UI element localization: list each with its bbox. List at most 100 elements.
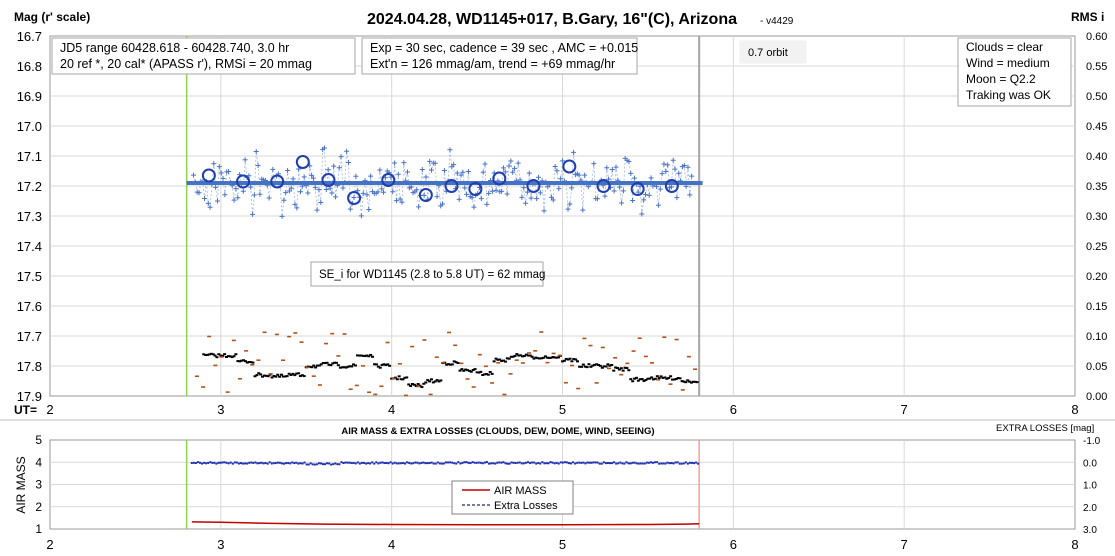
bottom-y2-tick-label: 0.0 <box>1083 458 1097 469</box>
raw-point <box>484 201 490 207</box>
rms-raw-point <box>570 364 575 367</box>
extra-loss-point <box>225 461 228 464</box>
extra-loss-point <box>498 461 501 464</box>
raw-point <box>486 190 492 196</box>
extra-loss-point <box>526 461 529 464</box>
rms-point <box>264 374 268 377</box>
extra-loss-point <box>387 462 390 465</box>
raw-point <box>321 145 327 151</box>
y-tick-label: 16.9 <box>17 89 42 104</box>
extra-loss-point <box>576 461 579 464</box>
extra-loss-point <box>395 462 398 465</box>
rms-raw-point <box>619 373 624 376</box>
rms-point <box>232 355 236 358</box>
raw-point <box>554 168 560 174</box>
extra-loss-point <box>416 461 419 464</box>
rms-point <box>579 365 583 368</box>
rms-point <box>435 379 439 382</box>
extra-loss-point <box>619 461 622 464</box>
rms-raw-point <box>594 382 599 384</box>
raw-point <box>301 174 307 180</box>
extra-loss-point <box>557 462 560 465</box>
rms-raw-point <box>354 384 359 387</box>
y-tick-label: 17.8 <box>17 359 42 374</box>
raw-point <box>655 202 661 208</box>
rms-point <box>652 378 656 381</box>
rms-point <box>361 354 365 357</box>
binned-point <box>596 179 611 193</box>
y2-tick-label: 0.40 <box>1086 151 1107 163</box>
extra-loss-point <box>514 462 517 465</box>
raw-point <box>318 200 324 206</box>
rms-point <box>581 363 585 366</box>
rms-raw-point <box>582 337 587 340</box>
extra-loss-point <box>213 461 216 464</box>
extra-loss-point <box>658 462 661 465</box>
extra-loss-point <box>512 461 515 464</box>
rms-point <box>234 353 238 356</box>
rms-point <box>382 363 386 366</box>
extra-loss-point <box>348 461 351 464</box>
extra-loss-point <box>606 462 609 465</box>
raw-point <box>191 172 196 178</box>
extra-loss-point <box>313 463 316 466</box>
raw-point <box>288 185 294 191</box>
y2-axis-title: RMS i <box>1071 10 1104 24</box>
extra-loss-point <box>582 461 585 464</box>
bottom-x-tick-label: 7 <box>901 537 908 552</box>
extra-loss-point <box>563 461 566 464</box>
rms-raw-point <box>330 332 335 335</box>
x-tick-label: 7 <box>901 402 908 417</box>
rms-point <box>206 353 210 356</box>
raw-point <box>464 191 470 197</box>
rms-point <box>589 365 593 368</box>
raw-point <box>550 197 556 203</box>
raw-point <box>460 169 466 175</box>
rms-point <box>243 360 247 363</box>
rms-point <box>604 365 608 368</box>
raw-point <box>576 172 582 178</box>
rms-point <box>631 380 635 383</box>
x-tick-label: 6 <box>730 402 737 417</box>
extra-loss-point <box>453 462 456 465</box>
raw-point <box>390 189 396 195</box>
binned-point <box>295 155 310 169</box>
extra-loss-point <box>621 462 624 465</box>
extra-loss-point <box>455 462 458 465</box>
extra-loss-point <box>473 461 476 464</box>
rms-point <box>669 375 673 378</box>
extra-loss-point <box>389 461 392 464</box>
raw-point <box>316 187 322 193</box>
rms-raw-point <box>465 378 470 380</box>
conditions-box-text: Clouds = clear <box>966 40 1043 54</box>
raw-point <box>456 196 462 202</box>
extra-loss-point <box>641 462 644 465</box>
extra-loss-point <box>533 461 536 464</box>
extra-loss-point <box>297 462 300 465</box>
extra-loss-point <box>305 463 308 466</box>
extra-loss-point <box>537 462 540 465</box>
extra-loss-point <box>406 461 409 464</box>
raw-point <box>377 167 383 173</box>
raw-point <box>659 171 665 177</box>
rms-raw-point <box>459 362 464 365</box>
binned-point <box>418 188 433 202</box>
extra-loss-point <box>598 462 601 465</box>
rms-point <box>295 372 299 375</box>
y-tick-label: 17.2 <box>17 179 42 194</box>
raw-point <box>338 154 344 160</box>
rms-point <box>661 376 665 379</box>
extra-loss-point <box>254 461 257 464</box>
rms-raw-point <box>686 355 691 358</box>
raw-point <box>434 194 440 200</box>
rms-point <box>484 373 488 376</box>
binned-point <box>526 179 541 193</box>
info-box-mid-text: Ext'n = 126 mmag/am, trend = +69 mmag/hr <box>370 57 615 71</box>
extra-loss-point <box>602 461 605 464</box>
raw-point <box>685 164 691 170</box>
raw-point <box>405 169 411 175</box>
extra-loss-point <box>604 462 607 465</box>
raw-point <box>368 173 374 179</box>
rms-point <box>321 361 325 364</box>
extra-loss-point <box>350 462 353 465</box>
